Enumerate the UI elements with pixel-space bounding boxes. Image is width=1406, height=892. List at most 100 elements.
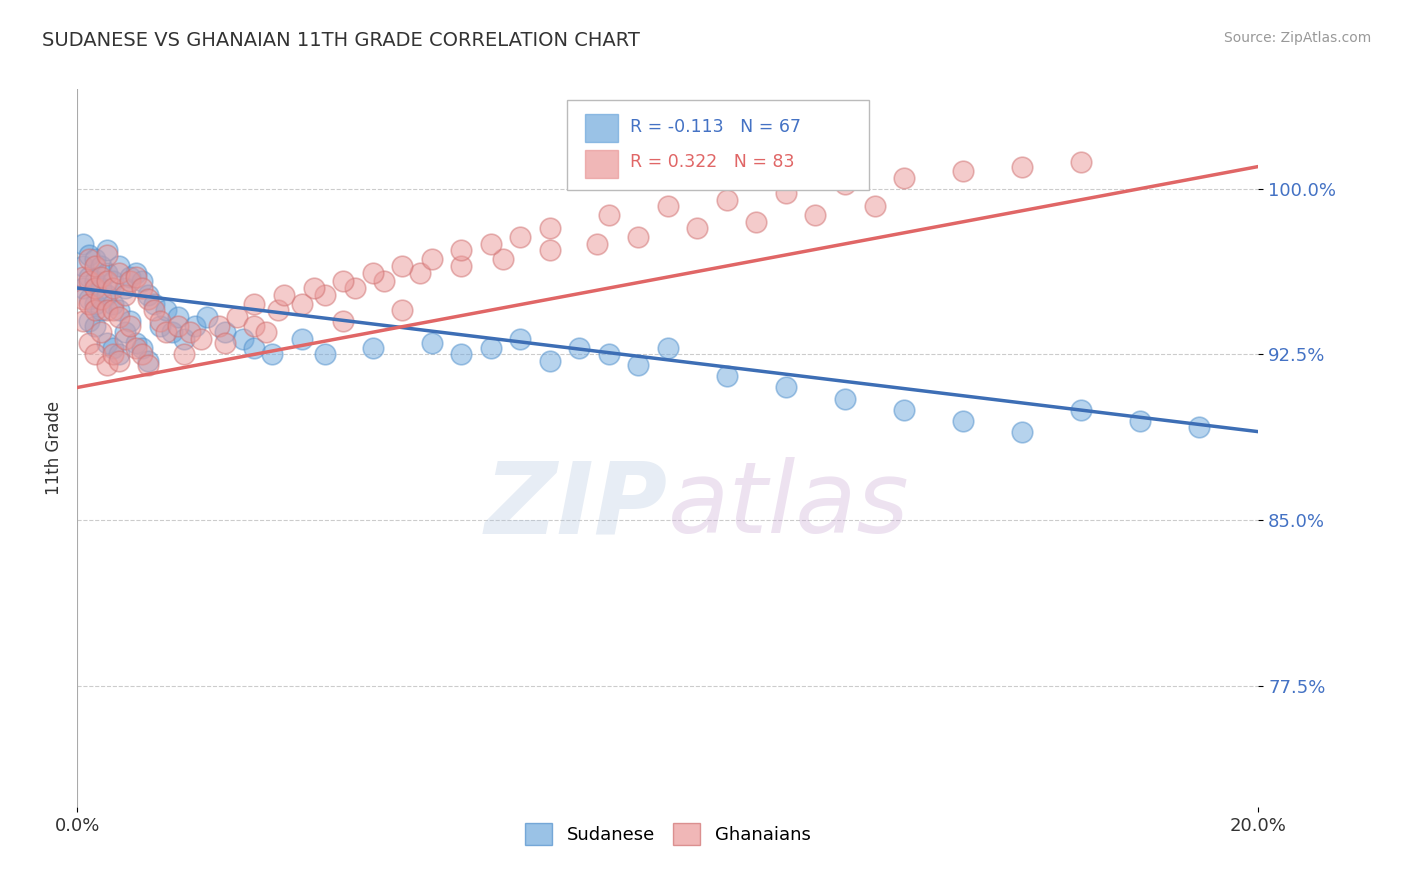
Point <box>125 336 148 351</box>
Point <box>107 259 129 273</box>
Point <box>136 359 159 373</box>
Point <box>586 236 609 251</box>
Point <box>834 392 856 406</box>
Point <box>160 325 183 339</box>
Point <box>77 252 100 267</box>
FancyBboxPatch shape <box>568 100 869 190</box>
Point <box>96 303 118 318</box>
Point <box>716 369 738 384</box>
Point <box>952 164 974 178</box>
Point <box>893 170 915 185</box>
Point <box>114 281 136 295</box>
Point <box>243 341 266 355</box>
Point <box>166 318 188 333</box>
Point <box>107 310 129 324</box>
Point <box>804 208 827 222</box>
Point <box>686 221 709 235</box>
Point <box>77 270 100 285</box>
Point <box>952 414 974 428</box>
Point <box>90 325 112 339</box>
Point <box>96 274 118 288</box>
Point <box>107 347 129 361</box>
Point <box>120 270 142 285</box>
Point <box>96 359 118 373</box>
Point <box>72 259 94 273</box>
Y-axis label: 11th Grade: 11th Grade <box>45 401 63 495</box>
Point <box>361 266 384 280</box>
Point <box>361 341 384 355</box>
Point <box>1011 160 1033 174</box>
Point <box>72 314 94 328</box>
Bar <box>585 114 619 142</box>
Point <box>491 252 513 267</box>
Point <box>136 354 159 368</box>
Point <box>332 314 354 328</box>
Point <box>84 274 107 288</box>
Point <box>96 336 118 351</box>
Point <box>627 359 650 373</box>
Point <box>232 332 254 346</box>
Point <box>409 266 432 280</box>
Point <box>834 178 856 192</box>
Bar <box>585 150 619 178</box>
Point <box>72 236 94 251</box>
Point <box>125 270 148 285</box>
Text: atlas: atlas <box>668 458 910 554</box>
Point <box>131 281 153 295</box>
Point <box>420 336 443 351</box>
Point <box>120 318 142 333</box>
Point <box>314 347 336 361</box>
Point <box>96 244 118 258</box>
Legend: Sudanese, Ghanaians: Sudanese, Ghanaians <box>517 815 818 852</box>
Point <box>179 325 201 339</box>
Point <box>72 270 94 285</box>
Point <box>90 292 112 306</box>
Point <box>302 281 325 295</box>
Point <box>101 341 124 355</box>
Point <box>77 248 100 262</box>
Point <box>131 274 153 288</box>
Point <box>262 347 284 361</box>
Point <box>77 314 100 328</box>
Point <box>131 347 153 361</box>
Point <box>214 325 236 339</box>
Point <box>343 281 366 295</box>
Point <box>391 303 413 318</box>
Point <box>243 318 266 333</box>
Point <box>1011 425 1033 439</box>
Point <box>716 193 738 207</box>
Point <box>155 325 177 339</box>
Point <box>243 296 266 310</box>
Point <box>538 354 561 368</box>
Point <box>291 332 314 346</box>
Point <box>107 354 129 368</box>
Point <box>77 274 100 288</box>
Point <box>420 252 443 267</box>
Point <box>101 274 124 288</box>
Point <box>77 336 100 351</box>
Point <box>1188 420 1211 434</box>
Point <box>107 266 129 280</box>
Point <box>1070 155 1092 169</box>
Point <box>90 303 112 318</box>
Point <box>598 208 620 222</box>
Point <box>125 341 148 355</box>
Point <box>195 310 218 324</box>
Point <box>90 281 112 295</box>
Point <box>101 347 124 361</box>
Text: R = -0.113   N = 67: R = -0.113 N = 67 <box>630 118 801 136</box>
Point <box>291 296 314 310</box>
Point <box>143 303 166 318</box>
Point <box>96 266 118 280</box>
Point <box>114 332 136 346</box>
Point <box>208 318 231 333</box>
Point <box>136 287 159 301</box>
Point <box>96 248 118 262</box>
Point <box>254 325 277 339</box>
Point <box>96 287 118 301</box>
Point <box>131 341 153 355</box>
Point <box>391 259 413 273</box>
Point <box>479 236 502 251</box>
Point <box>136 292 159 306</box>
Text: Source: ZipAtlas.com: Source: ZipAtlas.com <box>1223 31 1371 45</box>
